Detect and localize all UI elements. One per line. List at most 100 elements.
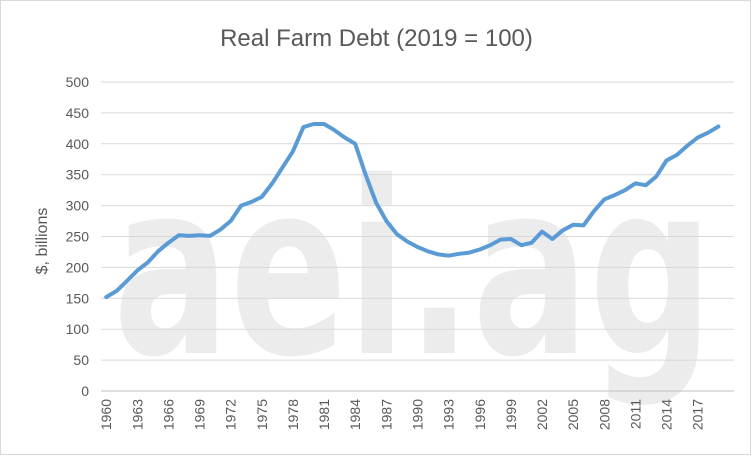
data-point bbox=[499, 238, 502, 242]
data-point bbox=[395, 232, 399, 236]
data-point bbox=[582, 223, 585, 227]
data-point bbox=[301, 125, 305, 129]
y-tick-label: 200 bbox=[66, 259, 90, 275]
x-tick-label: 1972 bbox=[223, 399, 239, 430]
data-point bbox=[187, 234, 191, 238]
x-tick-label: 2017 bbox=[690, 399, 706, 430]
data-point bbox=[613, 193, 617, 197]
data-point bbox=[571, 223, 575, 227]
data-point bbox=[467, 251, 471, 255]
data-point bbox=[623, 188, 627, 192]
data-point bbox=[135, 269, 139, 272]
x-tick-label: 1963 bbox=[129, 399, 145, 430]
data-point bbox=[405, 239, 409, 243]
data-point bbox=[685, 144, 689, 148]
data-point bbox=[146, 261, 150, 264]
y-tick-label: 100 bbox=[66, 321, 90, 337]
data-point bbox=[488, 243, 492, 247]
data-point bbox=[478, 248, 482, 251]
data-point bbox=[374, 201, 378, 204]
data-point bbox=[426, 249, 430, 253]
data-point bbox=[447, 254, 451, 258]
x-tick-label: 2005 bbox=[565, 399, 581, 430]
x-tick-label: 1984 bbox=[347, 399, 363, 430]
x-tick-label: 1996 bbox=[472, 399, 488, 430]
data-point bbox=[675, 153, 679, 157]
data-point bbox=[353, 142, 357, 146]
data-point bbox=[229, 219, 233, 223]
data-point bbox=[270, 181, 274, 185]
data-point bbox=[706, 131, 710, 135]
data-point bbox=[125, 279, 129, 283]
x-tick-label: 1981 bbox=[316, 399, 332, 430]
data-point bbox=[239, 204, 243, 208]
x-tick-label: 2002 bbox=[534, 399, 550, 430]
y-axis-ticks: 0 50 100 150 200 250 300 350 400 450 500 bbox=[66, 74, 90, 399]
x-tick-label: 1966 bbox=[160, 399, 176, 430]
data-point bbox=[436, 252, 440, 256]
data-point bbox=[644, 183, 648, 187]
data-point bbox=[602, 197, 606, 201]
data-point bbox=[384, 219, 388, 223]
y-tick-label: 50 bbox=[73, 352, 89, 368]
series-lines bbox=[104, 122, 721, 300]
x-axis-ticks: 1960 1963 1966 1969 1972 1975 1978 1981 1984 1987… bbox=[98, 399, 705, 430]
data-point bbox=[416, 245, 419, 249]
data-point bbox=[592, 209, 596, 213]
data-point bbox=[540, 230, 544, 234]
y-tick-label: 500 bbox=[66, 74, 90, 90]
data-point bbox=[250, 200, 253, 204]
data-point bbox=[260, 195, 264, 199]
data-point bbox=[519, 243, 523, 247]
data-point bbox=[312, 122, 316, 126]
data-point bbox=[291, 149, 295, 153]
y-tick-label: 250 bbox=[66, 229, 90, 245]
data-point bbox=[654, 175, 658, 179]
chart-title: Real Farm Debt (2019 = 100) bbox=[220, 25, 533, 52]
data-point bbox=[333, 128, 336, 132]
y-tick-label: 350 bbox=[66, 167, 90, 183]
data-point bbox=[457, 252, 461, 256]
x-tick-label: 1993 bbox=[441, 399, 457, 430]
y-tick-label: 150 bbox=[66, 290, 90, 306]
x-tick-label: 1969 bbox=[192, 399, 208, 430]
data-point bbox=[550, 237, 554, 241]
data-point bbox=[716, 125, 720, 128]
data-point bbox=[633, 181, 637, 185]
x-tick-label: 2008 bbox=[596, 399, 612, 430]
data-point bbox=[343, 136, 347, 140]
y-tick-label: 300 bbox=[66, 198, 90, 214]
series-line bbox=[104, 122, 721, 300]
data-point bbox=[561, 228, 565, 232]
data-point bbox=[177, 233, 181, 237]
x-tick-label: 2014 bbox=[659, 399, 675, 430]
x-tick-label: 1990 bbox=[410, 399, 426, 430]
data-point bbox=[218, 228, 222, 232]
x-tick-label: 1975 bbox=[254, 399, 270, 430]
y-tick-label: 450 bbox=[66, 105, 90, 121]
data-point bbox=[167, 241, 170, 245]
data-point bbox=[104, 295, 108, 299]
data-point bbox=[198, 233, 202, 237]
data-point bbox=[509, 237, 513, 241]
data-point bbox=[208, 234, 212, 238]
data-point bbox=[322, 122, 326, 126]
watermark: aei.ag bbox=[113, 130, 713, 410]
data-point bbox=[281, 165, 285, 169]
x-tick-label: 2011 bbox=[627, 399, 643, 429]
x-tick-label: 1987 bbox=[378, 399, 394, 430]
y-tick-label: 0 bbox=[81, 383, 89, 399]
x-tick-label: 1999 bbox=[503, 399, 519, 430]
watermark-text: aei.ag bbox=[113, 130, 713, 410]
y-tick-label: 400 bbox=[66, 136, 90, 152]
x-tick-label: 1960 bbox=[98, 399, 114, 430]
data-point bbox=[364, 173, 368, 177]
data-point bbox=[665, 159, 668, 162]
data-point bbox=[696, 136, 700, 140]
data-point bbox=[115, 289, 119, 293]
data-point bbox=[530, 241, 534, 245]
x-tick-label: 1978 bbox=[285, 399, 301, 430]
data-point bbox=[156, 249, 160, 253]
